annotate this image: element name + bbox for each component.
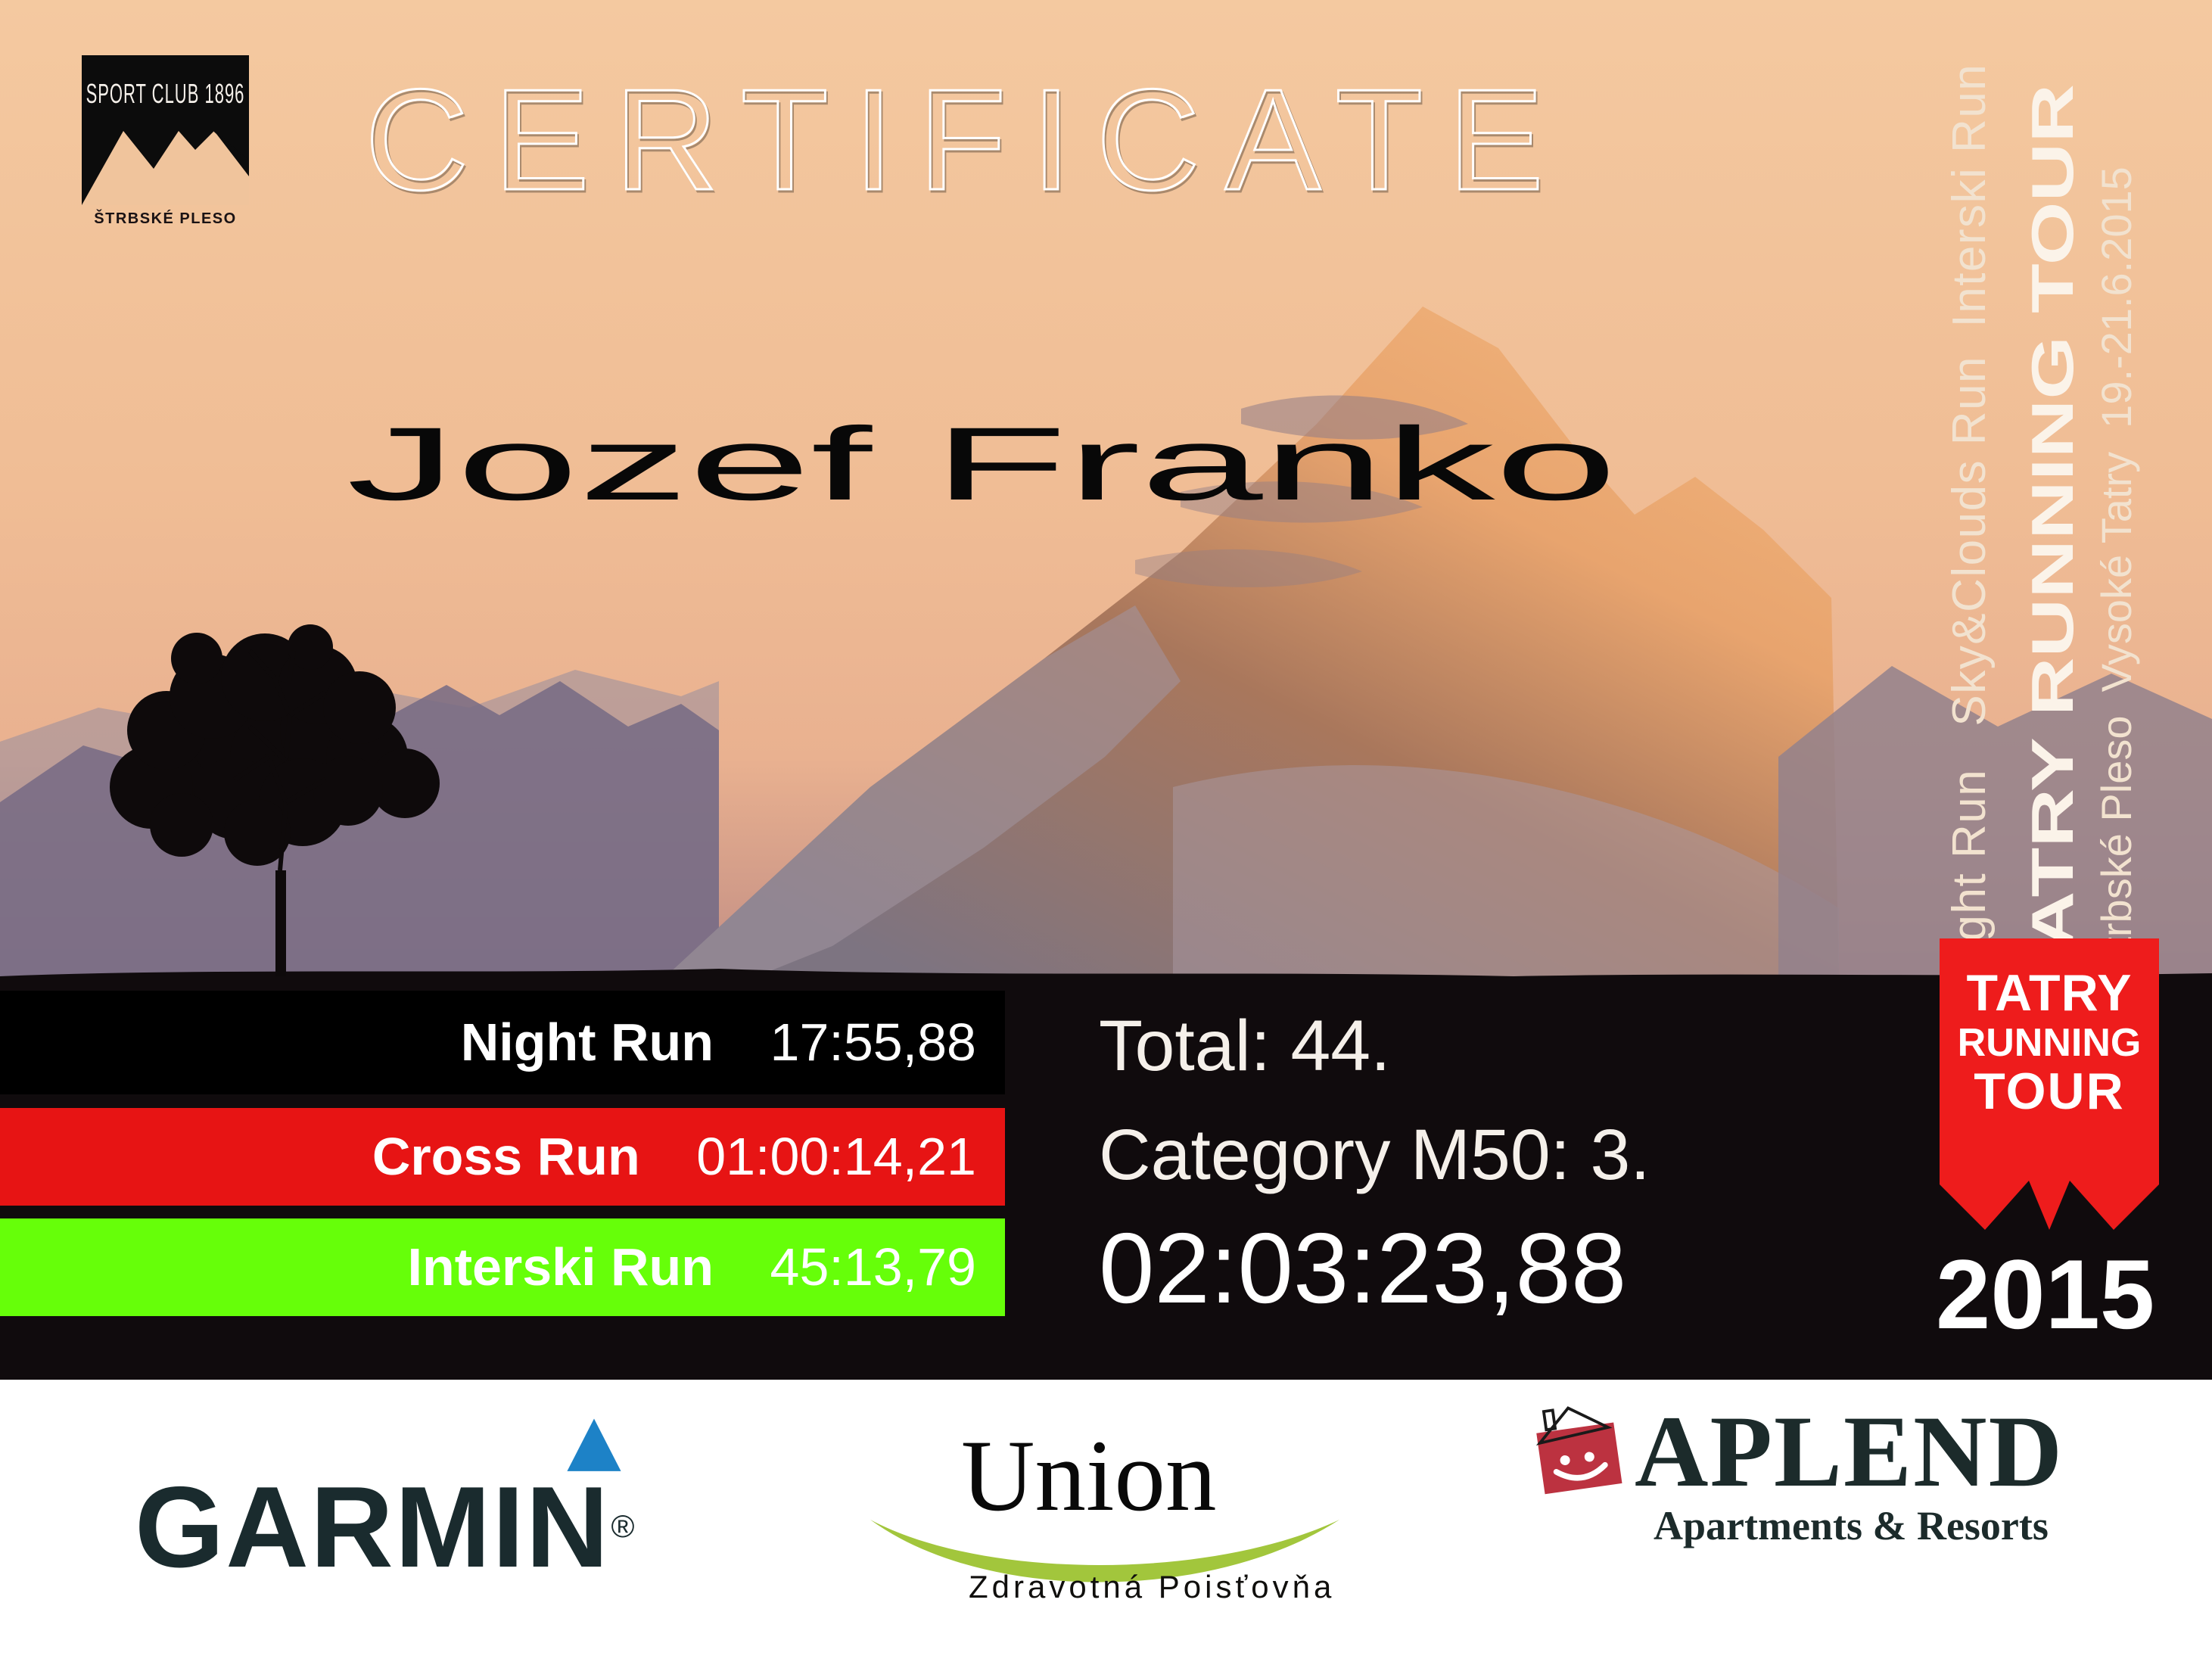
svg-text:CERTIFICATE: CERTIFICATE [365,60,1569,220]
svg-text:TOUR: TOUR [1974,1063,2124,1120]
svg-text:RUNNING: RUNNING [1958,1021,2142,1065]
svg-text:TATRY: TATRY [1966,964,2132,1022]
